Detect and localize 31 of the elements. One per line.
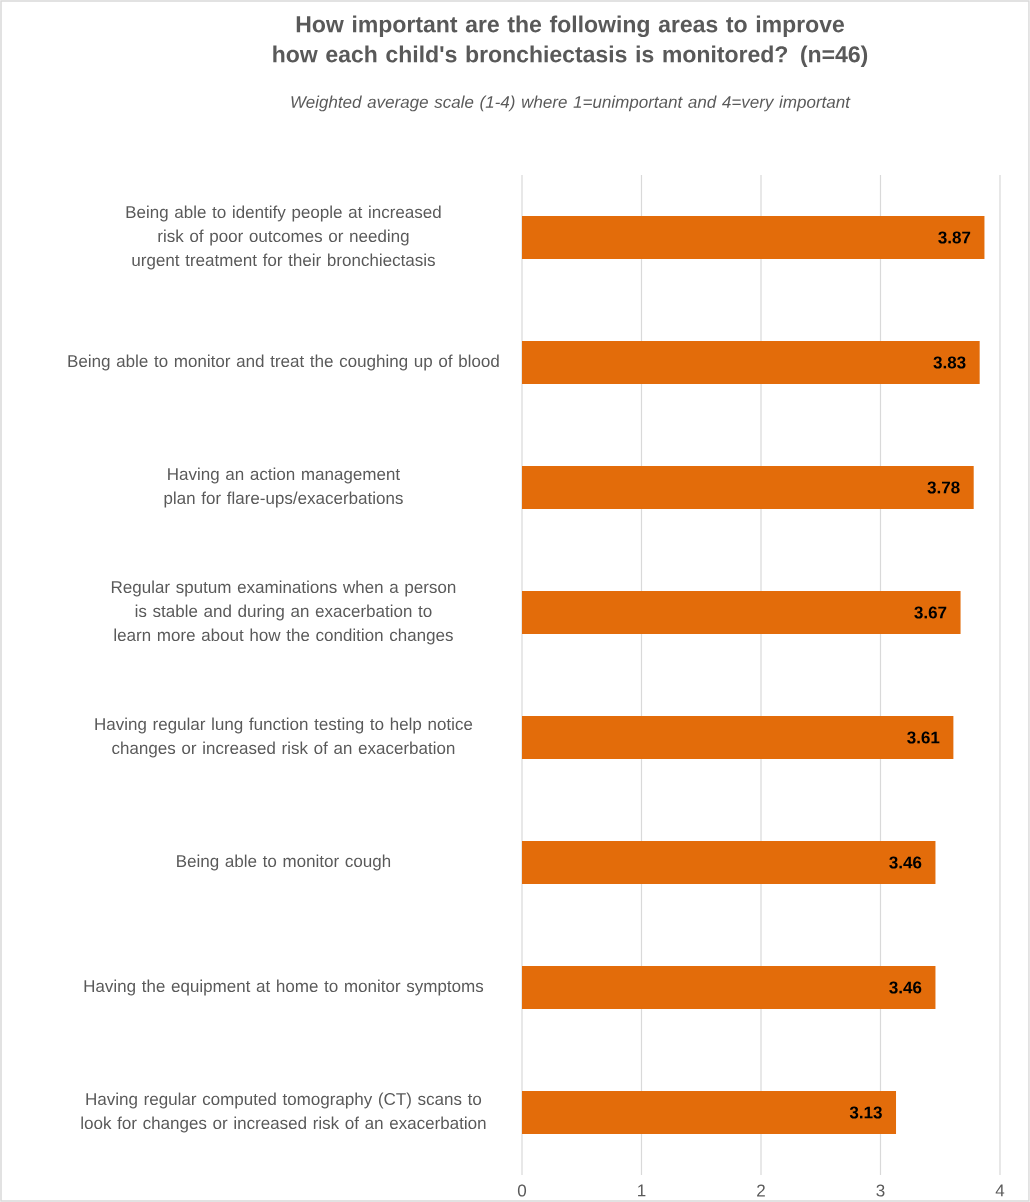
- y-tick-label: Having regular computed tomography (CT) scans to look for changes or increased risk of an exacerbation: [81, 1092, 486, 1133]
- bar: [521, 966, 936, 1010]
- data-label: 3.46: [889, 856, 922, 869]
- bar: [521, 716, 954, 760]
- bar: [521, 341, 980, 385]
- data-label: 3.83: [933, 356, 966, 369]
- data-label: 3.87: [938, 231, 971, 244]
- y-tick-label: Being able to identify people at increased risk of poor outcomes or needing urgent treatment for their bronchiectasis: [126, 205, 441, 270]
- x-tick-label: 1: [638, 1184, 646, 1197]
- y-tick-label: Having the equipment at home to monitor symptoms: [84, 979, 484, 996]
- y-tick-label: Having regular lung function testing to help notice changes or increased risk of an exacerbation: [95, 717, 473, 758]
- y-tick-label: Having an action management plan for flare-ups/exacerbations: [164, 467, 403, 508]
- bar: [521, 1091, 897, 1135]
- x-tick-label: 4: [995, 1184, 1005, 1197]
- x-tick-label: 3: [876, 1184, 885, 1197]
- bar: [521, 591, 961, 634]
- bar: [521, 841, 936, 885]
- data-label: 3.61: [907, 731, 940, 744]
- chart-subtitle: Weighted average scale (1-4) where 1=unimportant and 4=very important: [291, 95, 851, 112]
- data-label: 3.78: [927, 481, 960, 494]
- y-tick-label: Being able to monitor and treat the coughing up of blood: [68, 354, 499, 371]
- data-label: 3.46: [889, 981, 922, 994]
- data-label: 3.13: [849, 1106, 882, 1119]
- y-tick-label: Being able to monitor cough: [177, 854, 391, 871]
- data-label: 3.67: [914, 606, 947, 619]
- x-tick-label: 0: [517, 1184, 527, 1197]
- bar: [521, 216, 985, 260]
- bar: [521, 466, 974, 509]
- y-tick-label: Regular sputum examinations when a person is stable and during an exacerbation to learn more about how the condition changes: [111, 580, 456, 645]
- chart-title: How important are the following areas to improve how each child's bronchiectasis is monitored? (n=46): [273, 15, 868, 67]
- x-tick-label: 2: [757, 1184, 765, 1197]
